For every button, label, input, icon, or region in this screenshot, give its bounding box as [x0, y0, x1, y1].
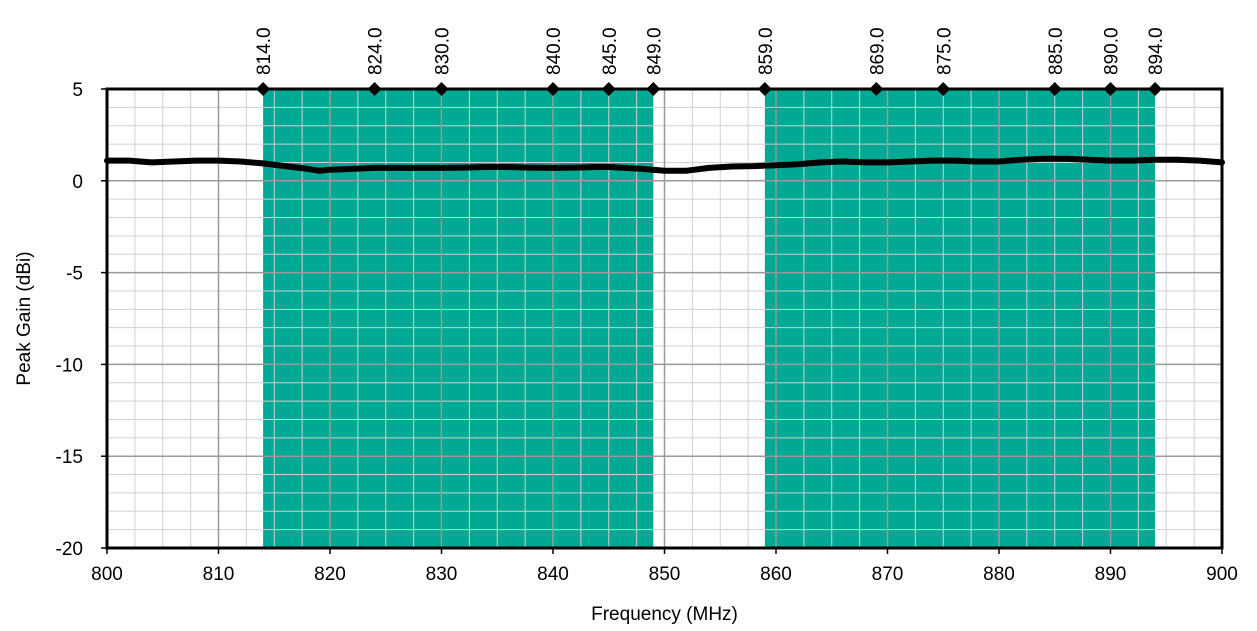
marker-label: 849.0 [644, 27, 665, 75]
marker-diamond [936, 82, 951, 96]
marker-label: 814.0 [254, 27, 275, 75]
y-tick-label: -5 [66, 264, 83, 285]
marker-label: 830.0 [433, 27, 454, 75]
x-axis-title: Frequency (MHz) [591, 604, 738, 625]
y-axis-title: Peak Gain (dBi) [14, 251, 35, 385]
y-tick-label: -20 [56, 539, 83, 560]
x-tick-label: 900 [1206, 564, 1238, 585]
marker-label: 894.0 [1146, 27, 1167, 75]
x-tick-label: 850 [649, 564, 681, 585]
marker-label: 885.0 [1046, 27, 1067, 75]
y-tick-label: -10 [56, 355, 83, 376]
band-1 [263, 89, 654, 548]
x-axis-ticks: 800 810 820 830 840 850 860 870 880 890 900 [91, 548, 1238, 585]
x-tick-label: 800 [91, 564, 123, 585]
y-tick-label: 0 [72, 172, 83, 193]
series-line-1 [104, 155, 1225, 174]
marker-label: 845.0 [600, 27, 621, 75]
marker-diamond [646, 82, 661, 96]
marker-label: 869.0 [867, 27, 888, 75]
x-tick-label: 870 [872, 564, 904, 585]
marker-diamond [1103, 82, 1118, 96]
marker-label: 824.0 [366, 27, 387, 75]
x-tick-label: 830 [426, 564, 458, 585]
marker-label: 890.0 [1102, 27, 1123, 75]
x-tick-label: 860 [760, 564, 792, 585]
marker-diamond [367, 82, 382, 96]
series-layer [104, 155, 1225, 174]
marker-diamond [601, 82, 616, 96]
band-2 [764, 89, 1156, 548]
x-tick-label: 840 [537, 564, 569, 585]
y-axis-ticks: 5 0 -5 -10 -15 -20 [56, 80, 107, 560]
marker-diamond [546, 82, 560, 96]
y-tick-label: 5 [72, 80, 83, 101]
marker-diamond [869, 82, 884, 96]
x-tick-label: 810 [203, 564, 235, 585]
marker-diamond [1148, 82, 1163, 96]
marker-label: 840.0 [544, 27, 565, 75]
marker-diamond [1047, 82, 1062, 96]
marker-label: 859.0 [756, 27, 777, 75]
x-tick-label: 890 [1095, 564, 1127, 585]
x-tick-label: 880 [983, 564, 1015, 585]
marker-diamond [256, 82, 271, 96]
marker-diamond [434, 82, 449, 96]
x-tick-label: 820 [314, 564, 346, 585]
band-markers: 814.0 824.0 830.0 840.0 845.0 849.0 859.0 869.0… [254, 27, 1167, 96]
marker-label: 875.0 [934, 27, 955, 75]
marker-diamond [757, 82, 772, 96]
y-tick-label: -15 [56, 447, 83, 468]
